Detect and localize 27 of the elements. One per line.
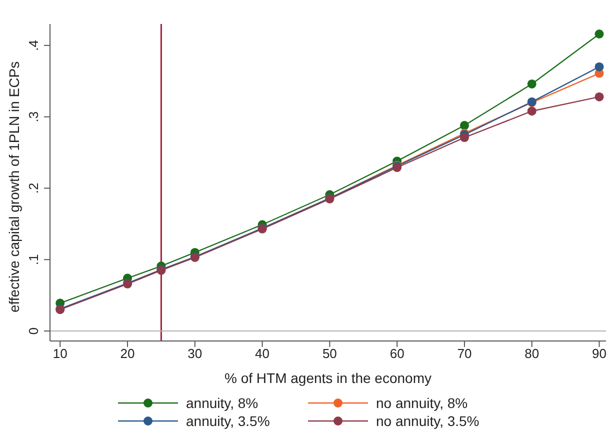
legend-label: annuity, 8%	[186, 395, 258, 411]
y-tick-label: .1	[26, 254, 41, 266]
y-axis-title: effective capital growth of 1PLN in ECPs	[6, 61, 22, 312]
point	[594, 92, 604, 102]
legend-label: annuity, 3.5%	[186, 413, 270, 429]
x-tick-label: 90	[592, 346, 606, 362]
y-tick-label: 0	[26, 327, 41, 335]
point	[594, 62, 604, 72]
x-tick-label: 70	[457, 346, 472, 362]
x-tick-label: 60	[390, 346, 404, 362]
x-tick-label: 20	[120, 346, 135, 362]
point	[460, 120, 469, 130]
point	[594, 29, 604, 38]
x-axis-title: % of HTM agents in the economy	[224, 370, 432, 386]
y-tick-label: .2	[26, 182, 41, 194]
x-tick-label: 40	[255, 346, 270, 362]
point	[460, 133, 469, 142]
x-tick-label: 30	[188, 346, 202, 362]
point	[527, 79, 536, 88]
legend-label: no annuity, 8%	[376, 395, 468, 411]
x-tick-label: 50	[322, 346, 337, 362]
y-tick-label: .3	[26, 111, 41, 122]
x-tick-label: 80	[524, 346, 540, 362]
point	[527, 106, 536, 116]
y-tick-label: .4	[26, 40, 41, 51]
legend-label: no annuity, 3.5%	[376, 413, 480, 429]
x-tick-label: 10	[52, 346, 68, 362]
